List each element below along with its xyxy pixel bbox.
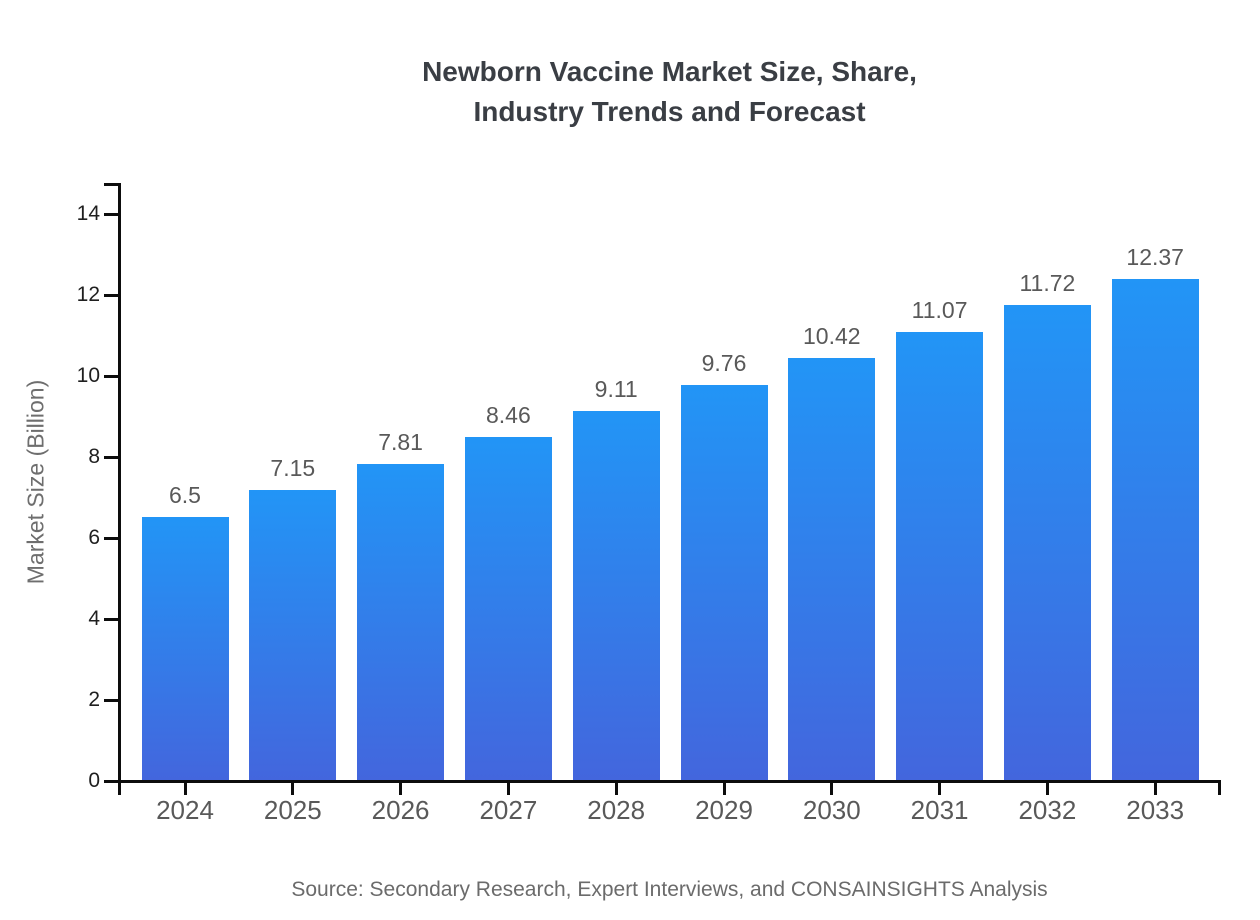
y-tick-label: 6 (88, 526, 100, 549)
x-tick-label: 2027 (479, 795, 538, 825)
x-tick-label: 2033 (1126, 795, 1185, 825)
bar-2027 (464, 437, 552, 780)
x-tick (722, 783, 726, 795)
bar-2029 (680, 384, 768, 780)
y-tick (104, 779, 118, 783)
y-tick-label: 12 (76, 283, 100, 306)
y-axis-title: Market Size (Billion) (22, 379, 49, 585)
y-tick (104, 536, 118, 540)
x-tick-label: 2032 (1018, 795, 1077, 825)
y-tick-label: 10 (76, 364, 100, 387)
x-tick-label: 2024 (156, 795, 214, 825)
x-tick (614, 783, 618, 795)
bar-value-label: 8.46 (486, 402, 531, 429)
x-tick-label: 2025 (263, 795, 322, 825)
bar-2028 (572, 411, 660, 780)
chart-title: Newborn Vaccine Market Size, Share, Indu… (118, 52, 1221, 132)
x-tick-label: 2028 (587, 795, 646, 825)
bar-value-label: 9.76 (701, 349, 747, 376)
bar-2033 (1111, 279, 1199, 780)
x-tick (1153, 783, 1157, 795)
bar-2030 (788, 357, 876, 780)
bar-2031 (896, 331, 984, 780)
chart-title-line-1: Newborn Vaccine Market Size, Share, (422, 56, 917, 87)
bar-value-label: 10.42 (803, 322, 861, 349)
bar-value-label: 12.37 (1126, 244, 1184, 270)
x-tick-label: 2026 (371, 795, 430, 825)
y-tick (104, 698, 118, 702)
bar-2032 (1003, 305, 1091, 780)
y-tick-label: 14 (76, 202, 100, 225)
x-tick (830, 783, 834, 795)
x-tick-label: 2030 (802, 795, 861, 825)
x-tick (506, 783, 510, 795)
y-tick-label: 4 (88, 607, 100, 630)
bar-value-label: 6.5 (169, 481, 201, 508)
y-axis-end-cap (104, 183, 121, 186)
x-tick (1045, 783, 1049, 795)
y-tick-label: 2 (88, 688, 100, 711)
bar-value-label: 7.15 (270, 455, 316, 482)
y-tick (104, 212, 118, 216)
y-tick (104, 455, 118, 459)
x-tick (291, 783, 295, 795)
x-tick (183, 783, 187, 795)
bar-2026 (357, 463, 445, 780)
bar-2024 (141, 516, 229, 780)
y-tick (104, 293, 118, 297)
x-tick-label: 2029 (695, 795, 753, 825)
y-tick (104, 374, 118, 378)
x-tick-label: 2031 (910, 795, 969, 825)
bar-value-label: 11.07 (911, 296, 968, 323)
bar-value-label: 11.72 (1019, 270, 1076, 297)
bar-2025 (249, 490, 337, 780)
x-axis-end-tick (1218, 783, 1221, 795)
bar-value-label: 7.81 (378, 428, 423, 455)
y-tick-label: 0 (88, 769, 100, 792)
y-axis-spine (118, 183, 121, 795)
y-tick (104, 617, 118, 621)
chart-title-line-2: Industry Trends and Forecast (473, 96, 866, 127)
x-tick (399, 783, 403, 795)
y-tick-label: 8 (88, 445, 100, 468)
bar-value-label: 9.11 (594, 376, 638, 403)
x-tick (938, 783, 942, 795)
x-axis-spine (118, 780, 1221, 783)
source-note: Source: Secondary Research, Expert Inter… (291, 878, 1048, 901)
